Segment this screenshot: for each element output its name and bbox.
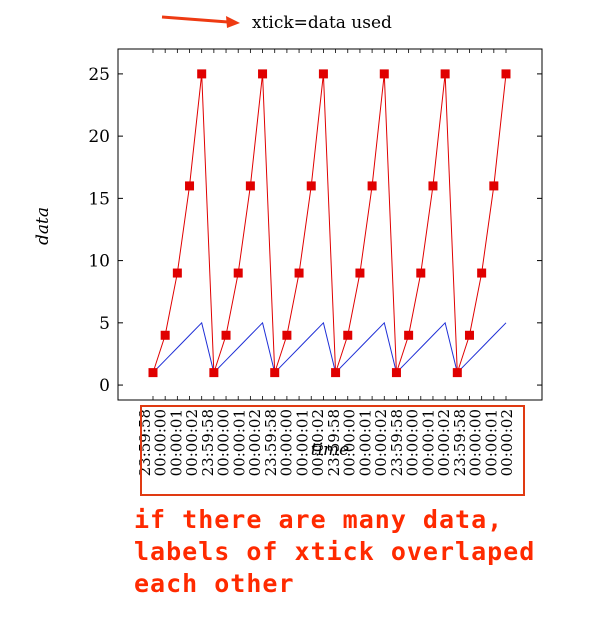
x-tick-label: 00:00:02 [309,409,327,476]
x-tick-label: 00:00:02 [246,409,264,476]
series-2-point [294,268,304,278]
plot-frame [117,48,543,401]
series-2-point [331,368,341,378]
x-tick-label: 00:00:00 [467,409,485,476]
y-tick-label: 20 [88,127,110,147]
series-2-point [258,69,268,79]
series-2-point [355,268,365,278]
series-2-point [343,330,353,340]
series-2-point [404,330,414,340]
series-2-line [152,73,507,373]
series-2-point [245,181,255,191]
y-tick-label: 5 [99,314,110,334]
y-tick-label: 25 [88,65,110,85]
series-2-point [148,368,158,378]
series-2-point [379,69,389,79]
x-tick-label: 00:00:02 [372,409,390,476]
series-2-point [501,69,511,79]
x-tick-label: 00:00:01 [230,409,248,476]
series-2-point [185,181,195,191]
x-tick-label: 23:59:58 [388,409,406,476]
x-tick-label: 00:00:02 [435,409,453,476]
x-tick-label: 00:00:00 [404,409,422,476]
series-2-point [489,181,499,191]
x-tick-label: 23:59:58 [325,409,343,476]
annotation-line-2: labels of xtick overlaped [134,537,536,566]
xtick-highlight-box [140,405,525,496]
x-tick-label: 00:00:01 [356,409,374,476]
series-2-point [221,330,231,340]
x-tick-label: 00:00:01 [293,409,311,476]
series-2-point [233,268,243,278]
x-tick-label: 00:00:01 [167,409,185,476]
x-tick-label: 00:00:02 [498,409,516,476]
series-2-point [452,368,462,378]
x-tick-label: 00:00:01 [419,409,437,476]
series-2-point [160,330,170,340]
legend-arrow-shaft [161,15,229,24]
series-2-point [440,69,450,79]
series-2-point [464,330,474,340]
legend-arrow-head [226,16,240,28]
annotation-line-3: each other [134,569,295,598]
series-2-point [391,368,401,378]
overlap-annotation: if there are many data, labels of xtick … [134,504,594,600]
legend: xtick=data used [161,13,392,33]
series-2-point [318,69,328,79]
series-2-point [306,181,316,191]
y-tick-label: 0 [99,376,110,396]
y-axis-label: data [33,207,53,245]
x-tick-label: 23:59:58 [262,409,280,476]
series-2-point [172,268,182,278]
series-2-point [197,69,207,79]
series-1-line [152,321,507,374]
series-2-point [428,181,438,191]
x-tick-label: 00:00:00 [278,409,296,476]
x-tick-label: 00:00:00 [152,409,170,476]
y-tick-label: 15 [88,189,110,209]
x-tick-label: 00:00:01 [482,409,500,476]
series-2-point [270,368,280,378]
series-2-point [282,330,292,340]
series-2-point [209,368,219,378]
x-tick-label: 23:59:58 [199,409,217,476]
series-2-point [416,268,426,278]
series-2-point [367,181,377,191]
legend-label: xtick=data used [252,13,392,33]
x-tick-label: 00:00:00 [215,409,233,476]
x-tick-label: 00:00:02 [183,409,201,476]
series-2-point [477,268,487,278]
x-tick-label: 23:59:58 [451,409,469,476]
x-axis-label: time [311,440,349,460]
x-tick-label: 00:00:00 [341,409,359,476]
annotation-line-1: if there are many data, [134,505,504,534]
y-tick-label: 10 [88,252,110,272]
